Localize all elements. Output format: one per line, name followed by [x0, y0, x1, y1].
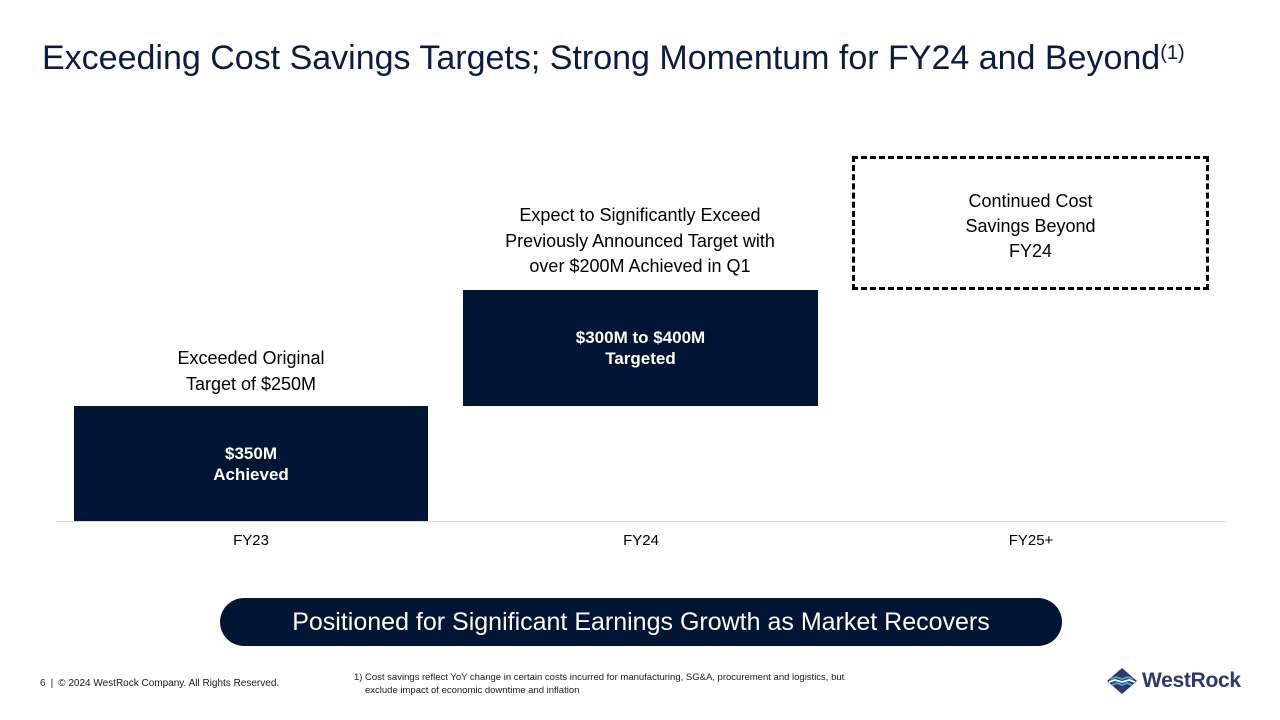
fy23-bar: $350M Achieved: [74, 406, 428, 521]
fy25-box-line: Continued Cost: [968, 191, 1093, 211]
fy25-box-line: Savings Beyond: [965, 216, 1096, 236]
page-title-text: Exceeding Cost Savings Targets; Strong M…: [42, 39, 1161, 77]
page-number: 6: [40, 678, 46, 689]
copyright-text: © 2024 WestRock Company. All Rights Rese…: [58, 678, 280, 689]
fy24-bar-status: Targeted: [605, 349, 676, 368]
westrock-logo-icon: [1106, 667, 1138, 695]
fy23-annotation: Exceeded Original Target of $250M: [74, 346, 428, 397]
fy25-box-text: Continued Cost Savings Beyond FY24: [941, 189, 1121, 264]
footnote-text: Cost savings reflect YoY change in certa…: [365, 672, 845, 696]
page-title-footnote-ref: (1): [1160, 41, 1185, 64]
axis-label-fy24: FY24: [623, 532, 659, 549]
axis-label-fy25: FY25+: [1008, 532, 1054, 549]
fy24-bar: $300M to $400M Targeted: [463, 290, 818, 406]
slide-footer: 6 | © 2024 WestRock Company. All Rights Re…: [40, 678, 279, 689]
westrock-logo-text: WestRock: [1142, 669, 1241, 692]
fy24-annotation: Expect to Significantly Exceed Previousl…: [450, 203, 830, 280]
baseline-axis: [56, 521, 1226, 522]
fy23-bar-value: $350M: [225, 443, 277, 463]
fy23-annotation-line: Target of $250M: [185, 373, 317, 394]
fy24-bar-value: $300M to $400M: [575, 328, 706, 347]
axis-label-fy23: FY23: [233, 532, 269, 549]
westrock-logo: WestRock: [1106, 667, 1241, 695]
footnote-marker: 1): [354, 672, 363, 683]
fy24-annotation-line: Expect to Significantly Exceed: [519, 205, 761, 225]
footer-separator: |: [50, 678, 54, 689]
fy23-annotation-line: Exceeded Original: [177, 348, 325, 368]
page-title: Exceeding Cost Savings Targets; Strong M…: [42, 38, 1272, 79]
fy23-bar-status: Achieved: [213, 464, 289, 484]
fy24-annotation-line: Previously Announced Target with: [505, 230, 775, 251]
fy24-annotation-line: over $200M Achieved in Q1: [529, 256, 751, 276]
banner-text: Positioned for Significant Earnings Grow…: [292, 607, 990, 636]
fy25-dashed-box: Continued Cost Savings Beyond FY24: [852, 156, 1209, 290]
earnings-growth-banner: Positioned for Significant Earnings Grow…: [220, 598, 1062, 646]
fy25-box-line: FY24: [1008, 241, 1053, 261]
footnote: 1) Cost savings reflect YoY change in ce…: [354, 672, 864, 697]
